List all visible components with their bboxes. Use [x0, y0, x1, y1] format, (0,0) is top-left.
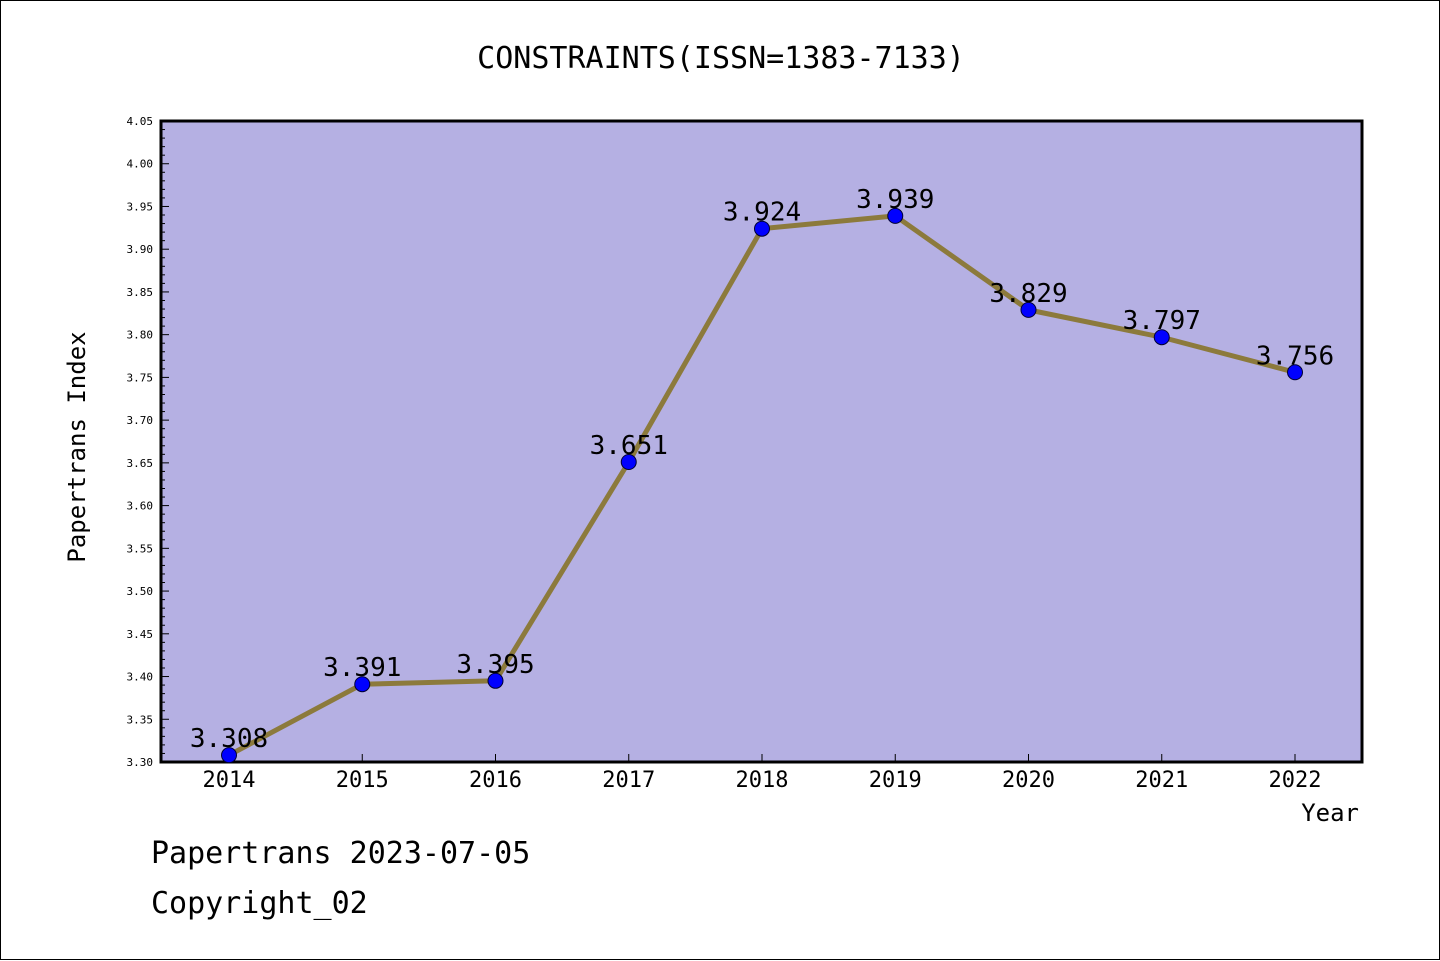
data-point: [487, 672, 504, 689]
x-tick-label: 2021: [1135, 768, 1188, 793]
x-tick-label: 2017: [602, 768, 655, 793]
data-point: [1020, 301, 1037, 318]
y-tick-label: 3.65: [127, 457, 154, 470]
y-tick-label: 3.70: [127, 414, 154, 427]
footer-date: Papertrans 2023-07-05: [151, 836, 531, 871]
chart-title: CONSTRAINTS(ISSN=1383-7133): [477, 41, 965, 76]
data-point: [221, 747, 237, 764]
data-label: 3.395: [456, 650, 534, 680]
series-markers: [221, 207, 1303, 764]
data-label: 3.391: [323, 653, 401, 683]
data-label: 3.829: [989, 279, 1067, 309]
footer-copyright: Copyright_02: [151, 886, 368, 921]
x-tick-label: 2020: [1002, 768, 1055, 793]
x-tick-label: 2018: [736, 768, 789, 793]
y-tick-label: 3.55: [127, 542, 154, 555]
y-tick-label: 3.60: [127, 500, 154, 513]
y-tick-label: 4.00: [127, 158, 154, 171]
y-tick-label: 3.35: [127, 713, 154, 726]
y-tick-label: 3.85: [127, 286, 154, 299]
x-tick-label: 2019: [869, 768, 922, 793]
y-tick-label: 3.40: [127, 671, 154, 684]
y-tick-label: 4.05: [127, 115, 154, 128]
y-tick-label: 3.75: [127, 371, 154, 384]
y-tick-label: 3.95: [127, 200, 154, 213]
data-label: 3.756: [1256, 341, 1334, 371]
data-label: 3.924: [723, 198, 801, 228]
data-point: [1287, 364, 1303, 381]
y-tick-label: 3.80: [127, 329, 154, 342]
y-tick-label: 3.90: [127, 243, 154, 256]
x-tick-label: 2014: [203, 768, 256, 793]
data-point: [620, 454, 637, 471]
y-tick-label: 3.45: [127, 628, 154, 641]
x-axis: 2014 2015 2016 2017 2018 2019 2020 2021 2022: [203, 754, 1322, 793]
y-tick-label: 3.30: [127, 756, 154, 769]
data-point: [1153, 329, 1170, 346]
data-label: 3.939: [856, 185, 934, 215]
y-tick-label: 3.50: [127, 585, 154, 598]
x-axis-label: Year: [1301, 799, 1359, 827]
y-axis-label: Papertrans Index: [63, 331, 91, 562]
data-point: [887, 207, 904, 224]
data-label: 3.797: [1123, 306, 1201, 336]
data-point: [754, 220, 770, 237]
data-label: 3.308: [190, 724, 268, 754]
value-labels: 3.308 3.391 3.395 3.651 3.924 3.939 3.829 3.797…: [190, 185, 1334, 754]
x-tick-label: 2016: [469, 768, 522, 793]
x-tick-label: 2022: [1269, 768, 1322, 793]
data-label: 3.651: [590, 431, 668, 461]
y-axis: 3.30 3.35 3.40 3.45 3.50 3.55 3.60 3.65 3.70 3.75…: [127, 115, 169, 769]
x-tick-label: 2015: [336, 768, 389, 793]
data-point: [354, 676, 371, 693]
